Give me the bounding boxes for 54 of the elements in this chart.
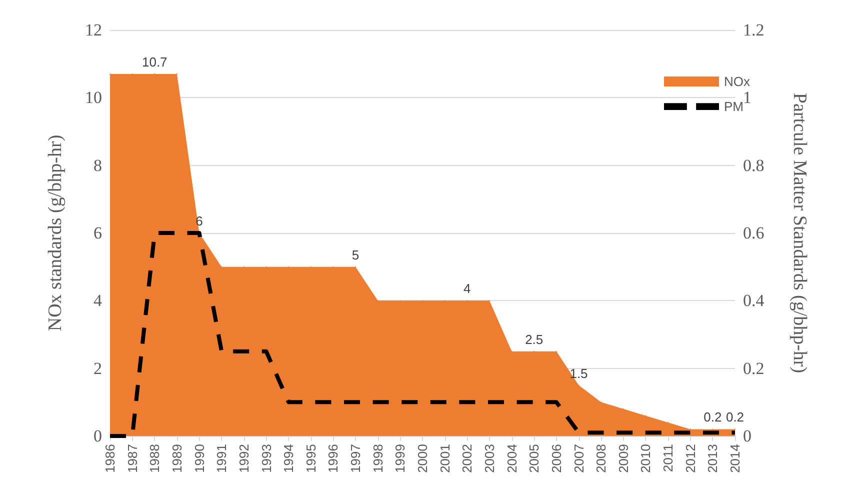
y2-tick-label: 0.8: [743, 156, 764, 175]
x-tick-label: 1989: [169, 444, 184, 473]
y2-tick-label: 1: [743, 88, 752, 108]
x-tick-label: 1987: [124, 444, 140, 473]
y-tick-label: 0: [94, 426, 102, 446]
y2-axis-title: Partcule Matter Standards (g/bhp-hr): [789, 92, 810, 374]
x-tick-label: 2003: [482, 444, 497, 473]
x-tick-label: 2012: [682, 444, 698, 473]
x-tick-label: 2005: [526, 444, 542, 473]
x-tick-label: 2014: [728, 444, 742, 473]
x-tick-label: 2006: [548, 444, 564, 473]
data-label: 10.7: [142, 54, 168, 70]
y-tick-label: 12: [85, 20, 102, 40]
x-tick-label: 1991: [214, 444, 230, 473]
x-tick-label: 2007: [571, 444, 586, 473]
x-tick-label: 2000: [415, 444, 430, 473]
y-tick-label: 8: [94, 156, 102, 175]
x-tick-label: 2010: [638, 444, 654, 473]
x-tick-label: 2009: [616, 444, 631, 473]
y2-tick-label: 0.4: [743, 291, 765, 310]
x-tick-label: 1995: [303, 444, 318, 473]
x-tick-label: 1997: [348, 444, 364, 473]
legend-label: PM: [724, 99, 744, 114]
x-tick-label: 2013: [705, 444, 720, 473]
x-tick-label: 1993: [258, 444, 274, 473]
data-label: 5: [352, 247, 360, 262]
x-tick-label: 1986: [102, 444, 118, 473]
y-tick-label: 10: [85, 88, 102, 108]
y-tick-label: 2: [94, 358, 102, 378]
data-label: 0.2: [704, 410, 722, 425]
y-tick-label: 6: [94, 224, 102, 242]
data-label: 0.2: [726, 410, 744, 425]
legend-label: NOx: [724, 74, 750, 89]
x-tick-label: 1998: [370, 444, 386, 473]
y2-tick-label: 0.2: [743, 358, 764, 378]
x-tick-label: 2008: [594, 444, 609, 473]
y2-tick-label: 0: [743, 426, 752, 446]
x-tick-label: 1988: [147, 444, 162, 473]
x-tick-label: 1992: [236, 444, 252, 473]
x-tick-label: 1990: [192, 444, 207, 473]
x-tick-label: 1999: [392, 444, 408, 473]
y2-tick-label: 0.6: [743, 224, 764, 242]
x-tick-label: 2002: [460, 444, 475, 473]
y-axis-title: NOx standards (g/bhp-hr): [45, 134, 66, 332]
x-tick-label: 2004: [504, 444, 520, 473]
data-label: 2.5: [525, 332, 544, 347]
x-tick-label: 2011: [660, 444, 676, 472]
y-tick-label: 4: [94, 291, 102, 310]
x-tick-label: 1994: [281, 444, 296, 473]
x-tick-label: 1996: [326, 444, 341, 473]
x-tick-label: 2001: [437, 444, 452, 473]
data-label: 1.5: [570, 366, 588, 381]
data-label: 4: [464, 281, 471, 296]
y2-tick-label: 1.2: [743, 20, 764, 40]
